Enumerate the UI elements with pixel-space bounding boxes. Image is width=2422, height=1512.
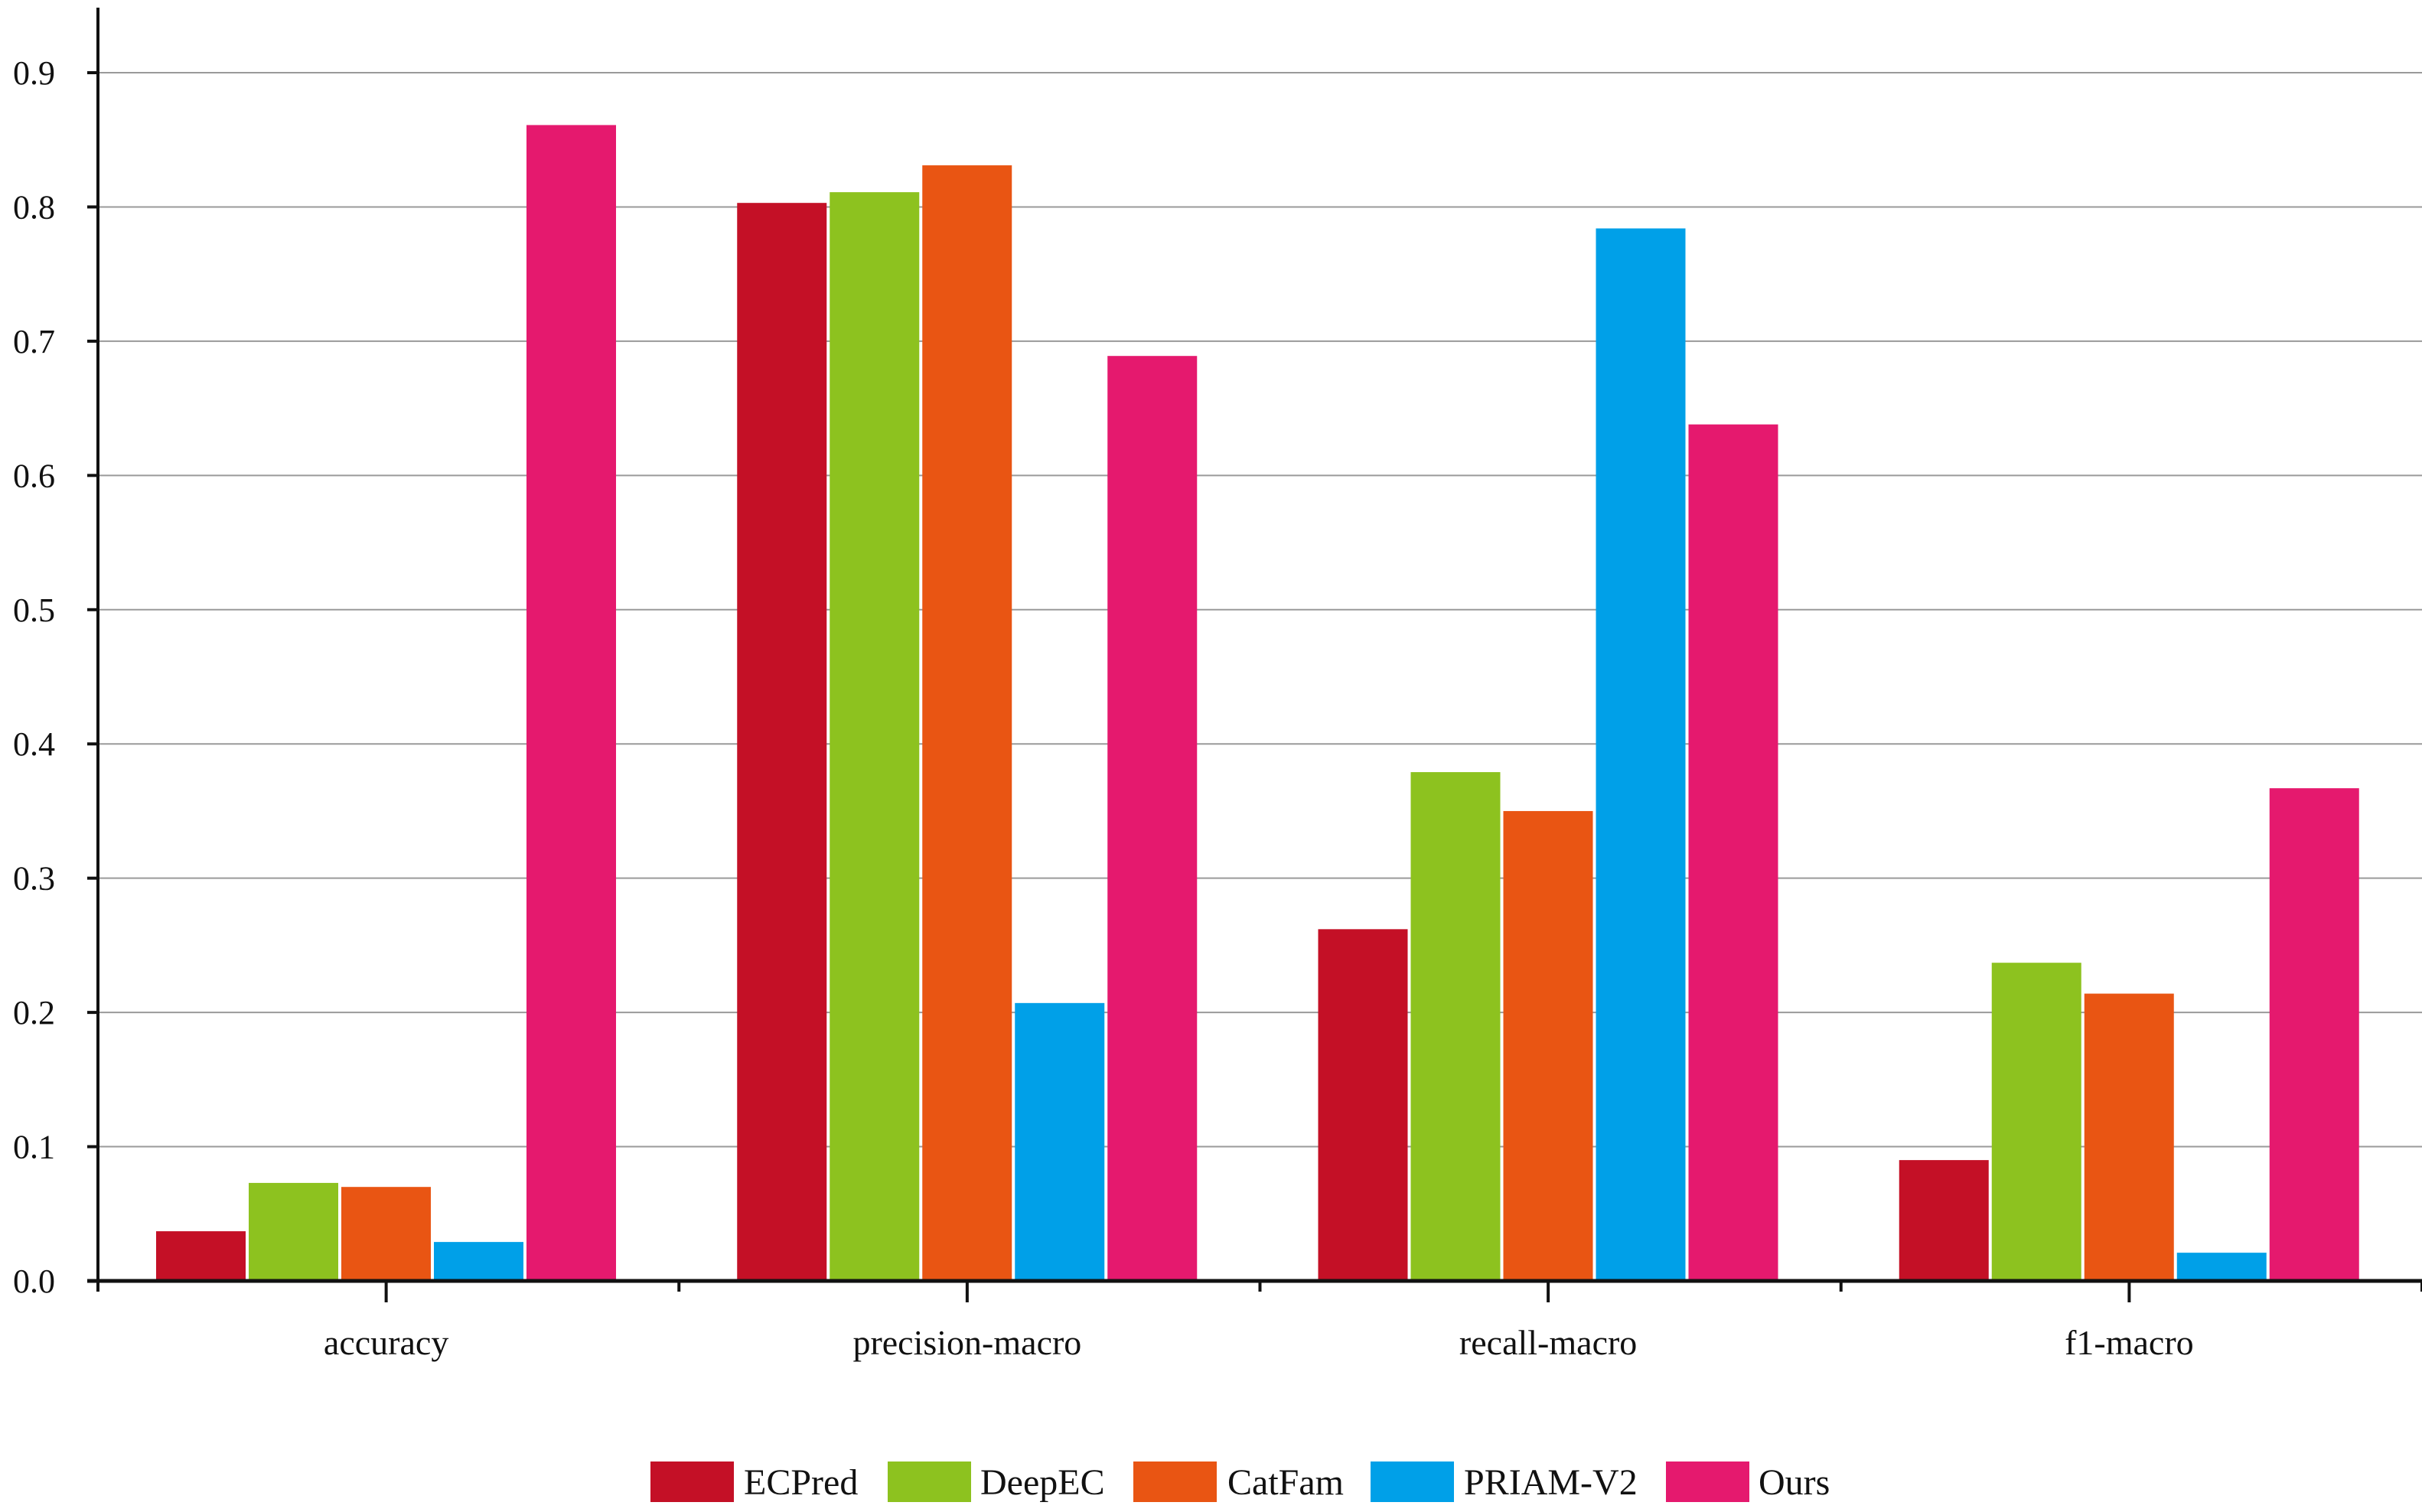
bar (1015, 1002, 1105, 1281)
y-tick-label: 0.2 (13, 994, 55, 1031)
bar (922, 165, 1012, 1282)
bar (2269, 788, 2359, 1281)
bar (830, 192, 920, 1282)
bar (1991, 963, 2081, 1281)
legend-swatch (1371, 1461, 1454, 1502)
y-tick-label: 0.9 (13, 54, 55, 92)
tick-labels: 0.0 0.1 0.2 0.3 0.4 0.5 0.6 0.7 0.8 0.9 accuracy pr… (13, 54, 2422, 1362)
bar (1899, 1160, 1989, 1281)
bar (156, 1231, 246, 1281)
y-tick-label: 0.7 (13, 323, 55, 360)
legend: ECPred DeepEC CatFam PRIAM-V2 Ours (650, 1461, 1830, 1503)
bar (737, 203, 827, 1281)
bar (1318, 929, 1408, 1281)
legend-swatch (650, 1461, 734, 1502)
legend-label: DeepEC (980, 1462, 1105, 1503)
x-tick-label: precision-macro (852, 1323, 1081, 1362)
y-tick-label: 0.0 (13, 1263, 55, 1300)
bar (434, 1242, 523, 1281)
y-tick-label: 0.8 (13, 188, 55, 226)
x-tick-label: accuracy (324, 1323, 448, 1362)
gridlines (98, 72, 2422, 1148)
legend-label: ECPred (744, 1462, 858, 1503)
bar (2176, 1253, 2267, 1281)
legend-swatch (1666, 1461, 1749, 1502)
bar (341, 1187, 431, 1281)
legend-swatch (888, 1461, 971, 1502)
legend-label: Ours (1759, 1462, 1830, 1503)
bar (526, 125, 616, 1281)
bar (2084, 993, 2174, 1281)
y-tick-label: 0.3 (13, 860, 55, 898)
legend-label: PRIAM-V2 (1464, 1462, 1638, 1503)
axes (87, 8, 2422, 1292)
x-tick-label: f1-macro (2065, 1323, 2194, 1362)
bar (249, 1182, 338, 1281)
bar (1410, 772, 1501, 1281)
y-tick-label: 0.1 (13, 1129, 55, 1166)
bar (1107, 356, 1198, 1282)
bar (1596, 228, 1686, 1281)
bar (1688, 424, 1778, 1281)
x-tick-label: recall-macro (1459, 1323, 1637, 1362)
legend-swatch (1133, 1461, 1217, 1502)
y-tick-label: 0.6 (13, 457, 55, 494)
bars (156, 125, 2359, 1282)
y-tick-label: 0.4 (13, 725, 55, 763)
y-tick-label: 0.5 (13, 591, 55, 629)
legend-label: CatFam (1227, 1462, 1344, 1503)
bar (1503, 810, 1593, 1281)
